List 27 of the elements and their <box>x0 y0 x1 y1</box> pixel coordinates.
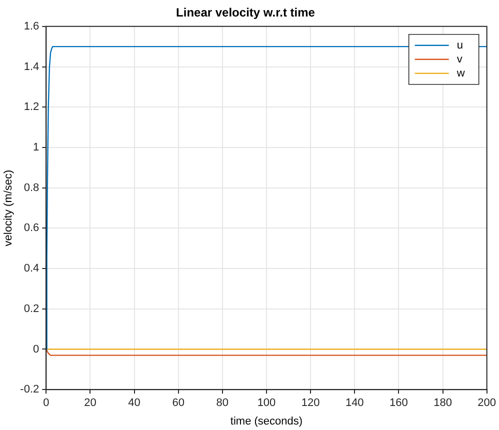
x-tick-label: 200 <box>478 397 496 410</box>
x-tick-label: 60 <box>172 397 184 410</box>
x-tick-label: 80 <box>216 397 229 410</box>
x-tick-label: 120 <box>301 397 320 410</box>
x-tick-label: 40 <box>128 397 140 410</box>
x-tick-label: 20 <box>84 397 96 410</box>
y-tick-label: 0.8 <box>24 182 40 194</box>
x-tick-label: 140 <box>345 397 364 410</box>
y-tick-label: 1.4 <box>24 60 40 73</box>
y-tick-label: 0.2 <box>24 302 40 315</box>
legend-label: w <box>456 67 465 80</box>
x-tick-label: 180 <box>434 397 452 410</box>
y-tick-label: 1 <box>33 142 40 154</box>
x-tick-label: 0 <box>43 397 50 410</box>
y-tick-label: 0.6 <box>24 222 40 234</box>
x-tick-label: 160 <box>390 397 408 410</box>
y-tick-label: -0.2 <box>20 384 40 396</box>
x-tick-label: 100 <box>257 397 276 410</box>
legend-label: u <box>456 39 463 52</box>
y-tick-label: 1.6 <box>24 20 40 32</box>
legend-label: v <box>456 53 463 66</box>
y-tick-label: 1.2 <box>24 101 40 114</box>
y-tick-label: 0.4 <box>24 262 40 275</box>
y-axis-title: velocity (m/sec) <box>2 170 15 246</box>
x-axis-title: time (seconds) <box>230 415 303 428</box>
y-tick-label: 0 <box>33 343 40 356</box>
chart-title: Linear velocity w.r.t time <box>176 6 316 20</box>
